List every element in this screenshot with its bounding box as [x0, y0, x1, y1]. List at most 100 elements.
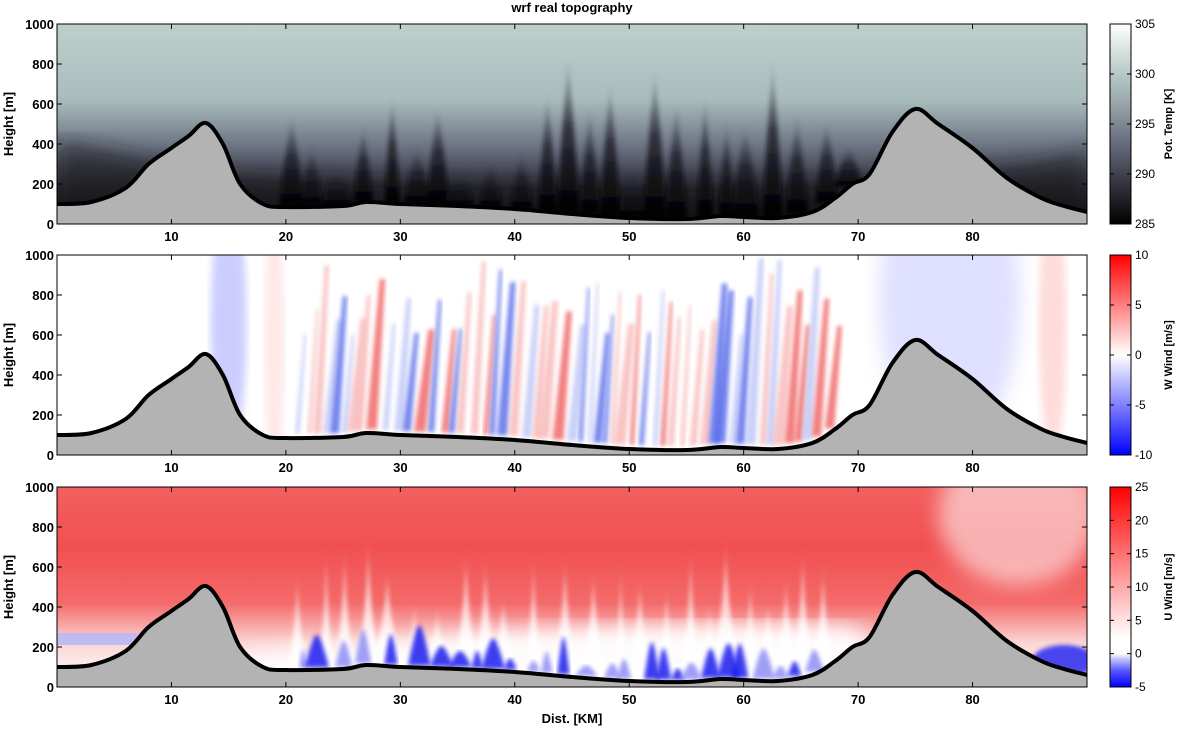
w-stripe — [811, 298, 830, 437]
x-tick-label: 40 — [508, 460, 522, 475]
x-tick-label: 40 — [508, 692, 522, 707]
u-reverse-flow — [701, 648, 721, 678]
w-stripe — [699, 320, 717, 445]
w-stripes — [295, 258, 843, 446]
theta-plume — [403, 145, 432, 205]
theta-plume — [279, 115, 305, 207]
w-stripe — [745, 258, 764, 445]
colorbar-tick-label: 15 — [1135, 547, 1149, 561]
w-stripe — [496, 282, 516, 436]
w-stripe — [689, 329, 705, 446]
terrain-fill — [57, 339, 1087, 455]
x-tick-label: 60 — [736, 229, 750, 244]
y-tick-label: 1000 — [25, 248, 54, 263]
w-stripe — [456, 292, 472, 434]
x-tick-label: 70 — [851, 460, 865, 475]
y-tick-label: 600 — [32, 560, 54, 575]
x-tick-label: 50 — [622, 692, 636, 707]
y-axis-label: Height [m] — [1, 555, 16, 619]
x-axis-ticks: 10 20 30 40 50 60 70 80 — [164, 255, 980, 475]
y-tick-label: 800 — [32, 520, 54, 535]
w-stripe — [784, 290, 803, 443]
w-stripe — [794, 324, 810, 442]
colorbar-tick-label: -5 — [1135, 680, 1146, 694]
w-stripe — [714, 290, 734, 444]
x-tick-label: 60 — [736, 692, 750, 707]
colorbar-tick-label: 300 — [1135, 67, 1155, 81]
y-tick-label: 200 — [32, 640, 54, 655]
theta-plume — [579, 108, 600, 216]
theta-plume — [537, 93, 558, 212]
w-stripe — [614, 323, 635, 445]
x-tick-label: 40 — [508, 229, 522, 244]
u-plume — [712, 530, 740, 674]
u-reverse-flow — [603, 663, 621, 678]
y-tick-label: 200 — [32, 177, 54, 192]
u-plume — [474, 552, 497, 665]
w-stripe — [522, 304, 540, 438]
colorbar-tick-label: 285 — [1135, 217, 1155, 231]
w-stripe — [708, 283, 728, 444]
y-tick-label: 0 — [47, 680, 54, 695]
w-stripe — [629, 294, 642, 446]
w-stripe — [759, 273, 774, 445]
w-stripe — [602, 314, 614, 444]
x-tick-label: 80 — [965, 460, 979, 475]
w-stripe — [394, 298, 412, 431]
u-reverse-flow — [787, 661, 802, 677]
colorbar-tick-label: 0 — [1135, 348, 1142, 362]
x-tick-label: 30 — [393, 692, 407, 707]
x-tick-label: 50 — [622, 460, 636, 475]
x-axis-ticks: 10 20 30 40 50 60 70 80 — [164, 24, 980, 244]
theta-plume — [510, 151, 533, 210]
w-stripe — [652, 290, 665, 446]
w-stripe — [489, 269, 503, 435]
theta-plume — [425, 106, 450, 206]
x-tick-label: 70 — [851, 229, 865, 244]
w-stripe — [448, 328, 463, 433]
theta-plume — [718, 119, 735, 217]
w-stripe — [667, 317, 682, 446]
u-reverse-flow — [481, 638, 506, 669]
u-reverse-flow — [355, 629, 372, 664]
u-plume — [288, 566, 306, 664]
colorbar-tick-label: 0 — [1135, 647, 1142, 661]
w-stripe — [638, 332, 651, 446]
w-stripe — [347, 318, 367, 432]
theta-plume — [478, 159, 502, 208]
u-plume — [373, 562, 401, 661]
theta-plume — [731, 124, 760, 218]
x-tick-label: 80 — [965, 229, 979, 244]
x-axis-label: Dist. [KM] — [542, 711, 603, 726]
x-tick-label: 20 — [279, 692, 293, 707]
y-axis-label: Height [m] — [1, 323, 16, 387]
u-reverse-flow — [384, 633, 398, 665]
w-updraft-region — [264, 255, 285, 455]
x-tick-label: 30 — [393, 229, 407, 244]
x-tick-label: 10 — [164, 229, 178, 244]
theta-plume — [384, 95, 400, 204]
u-plume — [627, 570, 653, 676]
w-stripe — [295, 334, 307, 434]
u-reverse-flow — [670, 668, 685, 680]
u-plume — [455, 543, 477, 664]
theta-colorbar-label: Pot. Temp [K] — [1163, 88, 1175, 159]
x-tick-label: 10 — [164, 692, 178, 707]
theta-plume — [643, 67, 667, 219]
w-stripe — [414, 329, 435, 432]
axes-frame — [56, 23, 1088, 225]
x-tick-label: 70 — [851, 692, 865, 707]
w-stripe — [313, 265, 329, 434]
w-stripe — [680, 305, 692, 446]
colorbar-tick-label: 10 — [1135, 248, 1149, 262]
colorbar-tick-label: 5 — [1135, 613, 1142, 627]
panel-potential-temperature: 10 20 30 40 50 60 70 80 0 200 400 600 800 1000 Heigh… — [1, 17, 1175, 244]
w-updraft-region — [1038, 255, 1067, 455]
u-reverse-flow — [557, 636, 570, 675]
w-stripe — [587, 282, 599, 443]
theta-plume — [616, 164, 650, 219]
w-stripe — [483, 314, 496, 435]
u-plume — [681, 540, 700, 676]
